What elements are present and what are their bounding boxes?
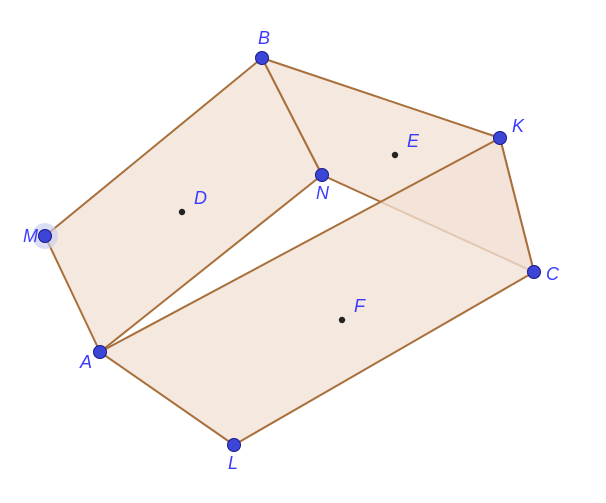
vertex-N[interactable] [316,169,329,182]
label-K: K [512,116,525,136]
vertex-B[interactable] [256,52,269,65]
vertex-L[interactable] [228,439,241,452]
label-M: M [23,226,38,246]
geometry-canvas: D E F M B N A K C L [0,0,606,503]
vertex-A[interactable] [94,346,107,359]
label-C: C [546,264,560,284]
polygons-group [45,58,534,445]
label-E: E [407,131,420,151]
point-F [339,317,345,323]
label-B: B [258,28,270,48]
label-N: N [316,183,330,203]
vertex-C[interactable] [528,266,541,279]
label-D: D [194,188,207,208]
point-E [392,152,398,158]
label-F: F [354,296,366,316]
vertex-M[interactable] [39,230,52,243]
vertex-K[interactable] [494,132,507,145]
label-L: L [228,453,238,473]
label-A: A [79,352,92,372]
point-D [179,209,185,215]
